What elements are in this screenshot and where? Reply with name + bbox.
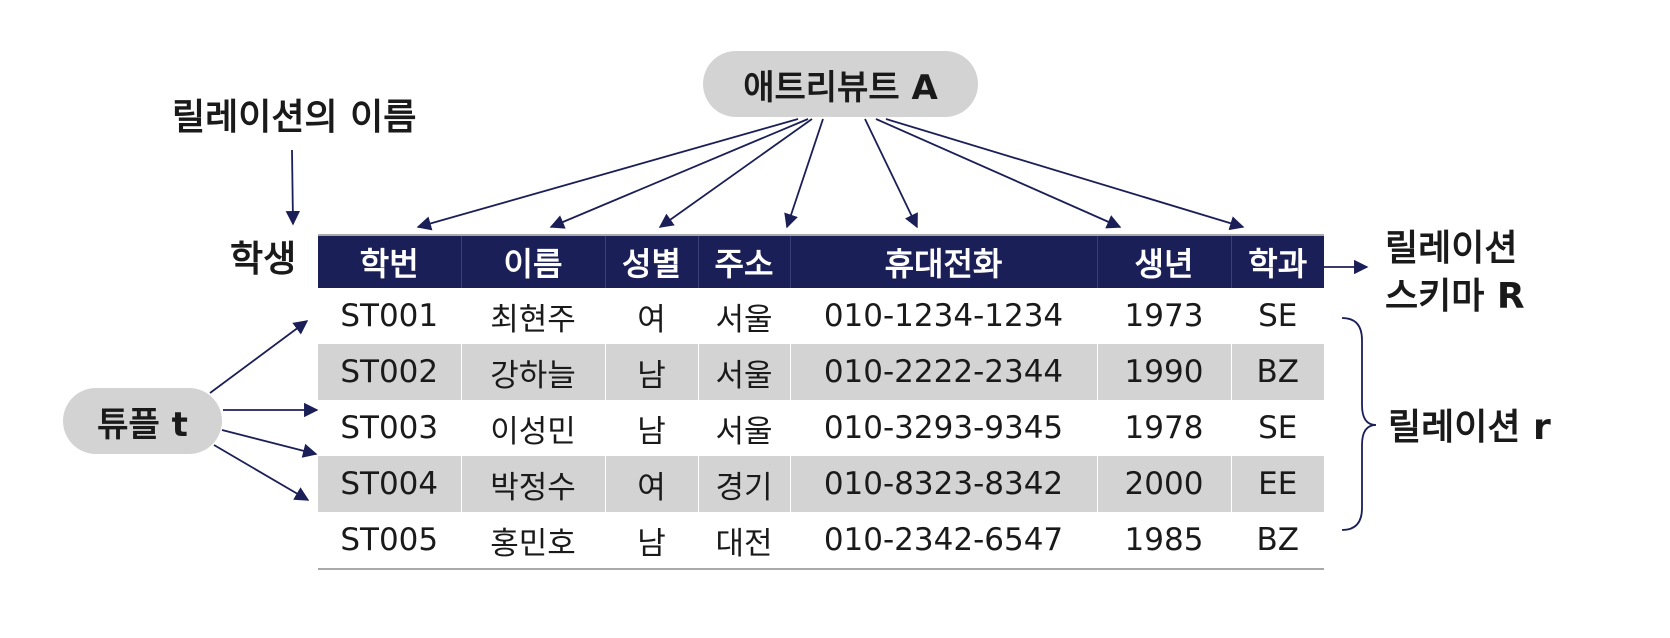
attribute-arrow-ireum (549, 118, 809, 229)
table-row: ST005 홍민호 남 대전 010-2342-6547 1985 BZ (318, 512, 1324, 570)
column-header: 생년 (1096, 234, 1231, 288)
relation-schema-label: 릴레이션 스키마 R (1385, 225, 1525, 321)
table-cell: 서울 (697, 400, 790, 456)
tuple-arrow-3 (221, 429, 318, 458)
table-cell: 강하늘 (460, 344, 605, 400)
table-cell: BZ (1230, 344, 1324, 400)
table-cell: 여 (604, 288, 698, 344)
relation-instance-label: 릴레이션 r (1388, 407, 1551, 448)
tuple-arrow-1 (209, 320, 309, 394)
attribute-arrow-phone (864, 118, 918, 229)
table-cell: ST004 (318, 456, 461, 512)
attribute-arrow-saengnyeon (875, 118, 1122, 229)
tuple-bubble: 튜플 t (63, 388, 222, 454)
relation-table: 학번 이름 성별 주소 휴대전화 생년 학과 ST001 최현주 여 서울 01… (318, 234, 1324, 570)
table-cell: 1990 (1096, 344, 1231, 400)
table-cell: 1985 (1096, 512, 1231, 570)
column-header: 휴대전화 (789, 234, 1097, 288)
table-cell: EE (1230, 456, 1324, 512)
column-header: 성별 (604, 234, 698, 288)
table-cell: 2000 (1096, 456, 1231, 512)
relation-brace (1341, 317, 1377, 531)
table-cell: BZ (1230, 512, 1324, 570)
column-header: 학과 (1230, 234, 1324, 288)
relation-schema-label-line-2: 스키마 R (1385, 276, 1525, 317)
table-cell: SE (1230, 400, 1324, 456)
table-cell: 010-2222-2344 (789, 344, 1097, 400)
attribute-bubble: 애트리뷰트 A (703, 51, 978, 117)
table-cell: 남 (604, 344, 698, 400)
relation-name-arrow (285, 149, 301, 226)
column-header: 주소 (697, 234, 790, 288)
table-row: ST003 이성민 남 서울 010-3293-9345 1978 SE (318, 400, 1324, 456)
attribute-arrow-seongbyeol (658, 118, 813, 228)
table-cell: 010-8323-8342 (789, 456, 1097, 512)
tuple-arrow-4 (213, 444, 310, 501)
table-cell: ST001 (340, 298, 439, 334)
table-cell: 서울 (697, 344, 790, 400)
relation-name: 학생 (230, 239, 297, 280)
attribute-arrow-hakbeon (416, 118, 799, 231)
table-cell: 최현주 (460, 288, 605, 344)
table-cell: 여 (604, 456, 698, 512)
table-cell: 010-3293-9345 (789, 400, 1097, 456)
table-cell: ST003 (340, 410, 439, 446)
table-cell: 1973 (1096, 288, 1231, 344)
table-row: ST004 박정수 여 경기 010-8323-8342 2000 EE (318, 456, 1324, 512)
table-cell: 남 (604, 512, 698, 570)
table-cell: ST005 (318, 512, 461, 570)
table-cell: ST002 (318, 344, 461, 400)
table-cell: 경기 (697, 456, 790, 512)
relation-name-label: 릴레이션의 이름 (172, 97, 417, 138)
attribute-arrow-juso (784, 118, 824, 229)
relation-schema-label-line-1: 릴레이션 (1385, 228, 1518, 269)
table-row: ST001 최현주 여 서울 010-1234-1234 1973 SE (318, 288, 1324, 344)
attribute-arrow-hakgwa (885, 118, 1245, 231)
table-cell: 대전 (697, 512, 790, 570)
table-cell: 010-2342-6547 (789, 512, 1097, 570)
table-header-row: 학번 이름 성별 주소 휴대전화 생년 학과 (318, 234, 1324, 288)
table-cell: 010-1234-1234 (789, 288, 1097, 344)
table-cell: SE (1230, 288, 1324, 344)
column-header: 이름 (460, 234, 605, 288)
table-cell: 서울 (697, 288, 790, 344)
column-header: 학번 (318, 234, 461, 288)
table-cell: 남 (604, 400, 698, 456)
table-row: ST002 강하늘 남 서울 010-2222-2344 1990 BZ (318, 344, 1324, 400)
table-cell: 홍민호 (460, 512, 605, 570)
table-cell: 박정수 (460, 456, 605, 512)
table-cell: 1978 (1096, 400, 1231, 456)
table-cell: 이성민 (460, 400, 605, 456)
